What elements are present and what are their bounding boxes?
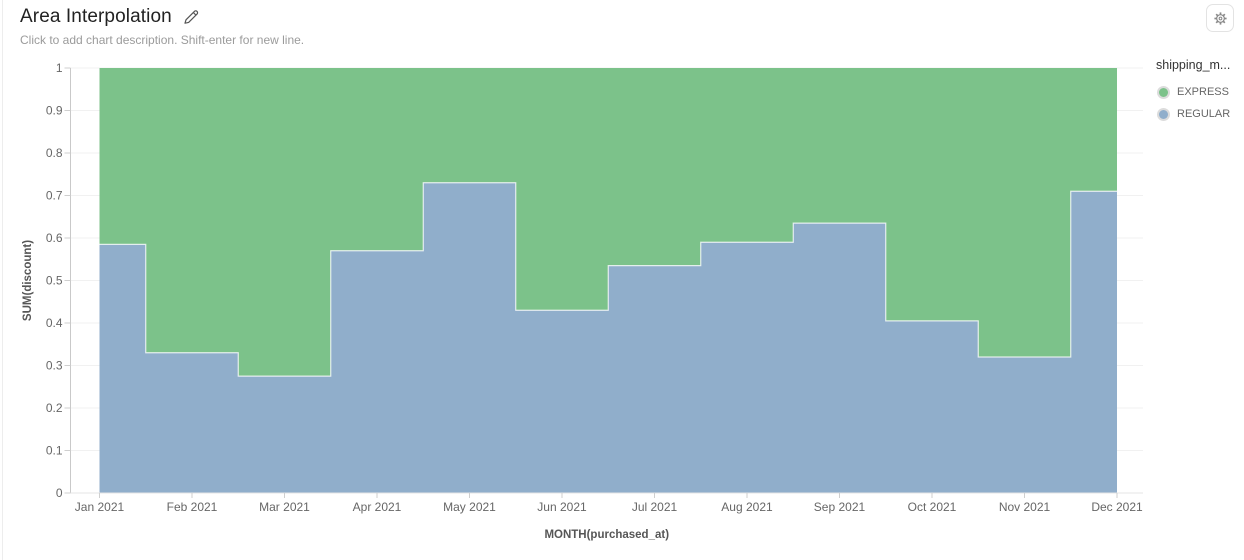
x-tick-label: Apr 2021 xyxy=(353,500,402,514)
y-tick-label: 0.6 xyxy=(46,231,63,245)
legend-item-label: REGULAR xyxy=(1177,108,1231,120)
x-tick-label: Dec 2021 xyxy=(1091,500,1143,514)
x-tick-label: Mar 2021 xyxy=(259,500,310,514)
legend-item-regular[interactable]: REGULAR xyxy=(1156,103,1242,125)
legend: shipping_m... EXPRESS REGULAR xyxy=(1156,58,1242,125)
x-tick-label: Jun 2021 xyxy=(537,500,587,514)
x-tick-label: Oct 2021 xyxy=(908,500,957,514)
x-tick-label: Aug 2021 xyxy=(721,500,773,514)
gear-icon xyxy=(1212,10,1229,27)
y-tick-label: 1 xyxy=(56,61,63,75)
x-tick-label: May 2021 xyxy=(443,500,496,514)
express-swatch-icon xyxy=(1159,87,1168,97)
y-tick-label: 0.5 xyxy=(46,274,63,288)
page-title: Area Interpolation xyxy=(20,6,172,27)
x-tick-label: Feb 2021 xyxy=(167,500,218,514)
area-regular[interactable] xyxy=(99,182,1118,493)
x-tick-label: Sep 2021 xyxy=(814,500,866,514)
x-axis-title: MONTH(purchased_at) xyxy=(544,529,669,541)
legend-item-label: EXPRESS xyxy=(1177,86,1229,98)
legend-item-express[interactable]: EXPRESS xyxy=(1156,81,1242,103)
y-tick-label: 0.1 xyxy=(46,444,63,458)
y-tick-label: 0 xyxy=(56,486,63,500)
edit-title-icon[interactable] xyxy=(182,8,200,26)
legend-title: shipping_m... xyxy=(1156,58,1231,72)
series-separator-line xyxy=(99,182,1117,377)
y-tick-label: 0.2 xyxy=(46,401,63,415)
y-tick-label: 0.9 xyxy=(46,104,63,118)
chart-header: Area Interpolation Click to add chart de… xyxy=(20,6,304,47)
settings-button[interactable] xyxy=(1206,4,1234,32)
y-axis-title: SUM(discount) xyxy=(22,240,34,321)
y-tick-label: 0.7 xyxy=(46,189,63,203)
x-tick-label: Jul 2021 xyxy=(632,500,678,514)
y-tick-label: 0.4 xyxy=(46,316,63,330)
area-express[interactable] xyxy=(99,68,1118,377)
chart-description-placeholder[interactable]: Click to add chart description. Shift-en… xyxy=(20,33,305,47)
regular-swatch-icon xyxy=(1159,109,1168,119)
y-tick-label: 0.3 xyxy=(46,359,63,373)
y-tick-label: 0.8 xyxy=(46,146,63,160)
x-tick-label: Jan 2021 xyxy=(75,500,125,514)
card-border xyxy=(2,0,3,560)
x-tick-label: Nov 2021 xyxy=(999,500,1051,514)
